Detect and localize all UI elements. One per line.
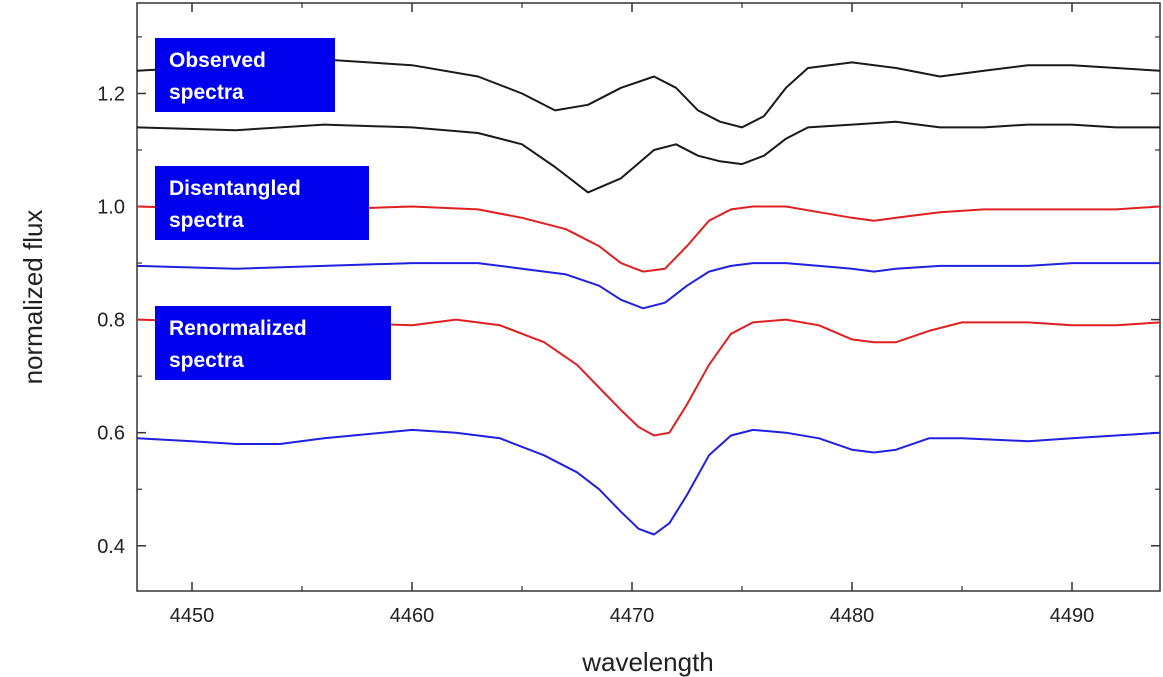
disentangled-label-box: Disentangled spectra (155, 166, 369, 240)
spectrum-line-2 (136, 120, 1160, 194)
x-tick-label: 4490 (1050, 605, 1095, 627)
renormalized-box-bg (155, 306, 391, 380)
disentangled-box-bg (155, 166, 369, 240)
annotation-layer: ObservedspectraDisentangledspectraRenorm… (155, 38, 391, 380)
disentangled-label-line: spectra (169, 209, 244, 232)
x-axis-title: wavelength (581, 647, 714, 677)
renormalized-label-box: Renormalized spectra (155, 306, 391, 380)
plot-frame (136, 2, 1161, 592)
y-tick-label: 1.0 (97, 197, 125, 219)
spectrum-line-4 (136, 262, 1160, 310)
y-tick-label: 0.6 (97, 423, 125, 445)
series-layer (136, 58, 1161, 536)
x-tick-label: 4470 (610, 605, 655, 627)
y-tick-label: 0.8 (97, 310, 125, 332)
y-tick-label: 0.4 (97, 536, 125, 558)
y-axis-title: normalized flux (18, 210, 48, 385)
spectrum-line-3 (136, 205, 1161, 273)
x-tick-label: 4460 (390, 605, 435, 627)
observed-label-line: spectra (169, 81, 244, 104)
axis-ticks: 4450 4460 4470 4480 4490 0.4 0.6 0.8 1.0 1.2 (97, 3, 1160, 627)
observed-box-bg (155, 38, 335, 112)
y-tick-label: 1.2 (97, 83, 125, 105)
spectrum-line-5 (136, 318, 1161, 437)
spectrum-line-6 (136, 428, 1161, 536)
observed-label-line: Observed (169, 49, 266, 72)
renormalized-label-line: spectra (169, 349, 244, 372)
observed-label-box: Observed spectra (155, 38, 335, 112)
renormalized-label-line: Renormalized (169, 317, 307, 340)
x-tick-label: 4450 (170, 605, 215, 627)
spectrum-line-1 (136, 58, 1161, 129)
disentangled-label-line: Disentangled (169, 177, 301, 200)
x-tick-label: 4480 (830, 605, 875, 627)
